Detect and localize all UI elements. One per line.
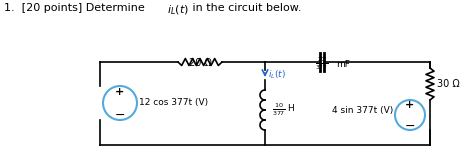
Text: $\frac{10}{377}$ H: $\frac{10}{377}$ H bbox=[272, 102, 296, 118]
Text: −: − bbox=[405, 119, 415, 133]
Text: mF: mF bbox=[336, 60, 350, 69]
Text: 12 cos 377t (V): 12 cos 377t (V) bbox=[139, 98, 208, 108]
Text: 4 sin 377t (V): 4 sin 377t (V) bbox=[332, 106, 393, 114]
Text: $i_L(t)$: $i_L(t)$ bbox=[268, 69, 286, 81]
Text: 1.  [20 points] Determine: 1. [20 points] Determine bbox=[4, 3, 148, 13]
Text: $i_L(t)$: $i_L(t)$ bbox=[167, 3, 189, 17]
Text: $\frac{20}{377}$: $\frac{20}{377}$ bbox=[316, 56, 328, 72]
Text: −: − bbox=[115, 108, 125, 122]
Text: +: + bbox=[405, 100, 415, 110]
Text: +: + bbox=[115, 87, 125, 97]
Text: in the circuit below.: in the circuit below. bbox=[189, 3, 301, 13]
Text: 30 Ω: 30 Ω bbox=[437, 79, 460, 89]
Text: 20 Ω: 20 Ω bbox=[189, 58, 211, 68]
